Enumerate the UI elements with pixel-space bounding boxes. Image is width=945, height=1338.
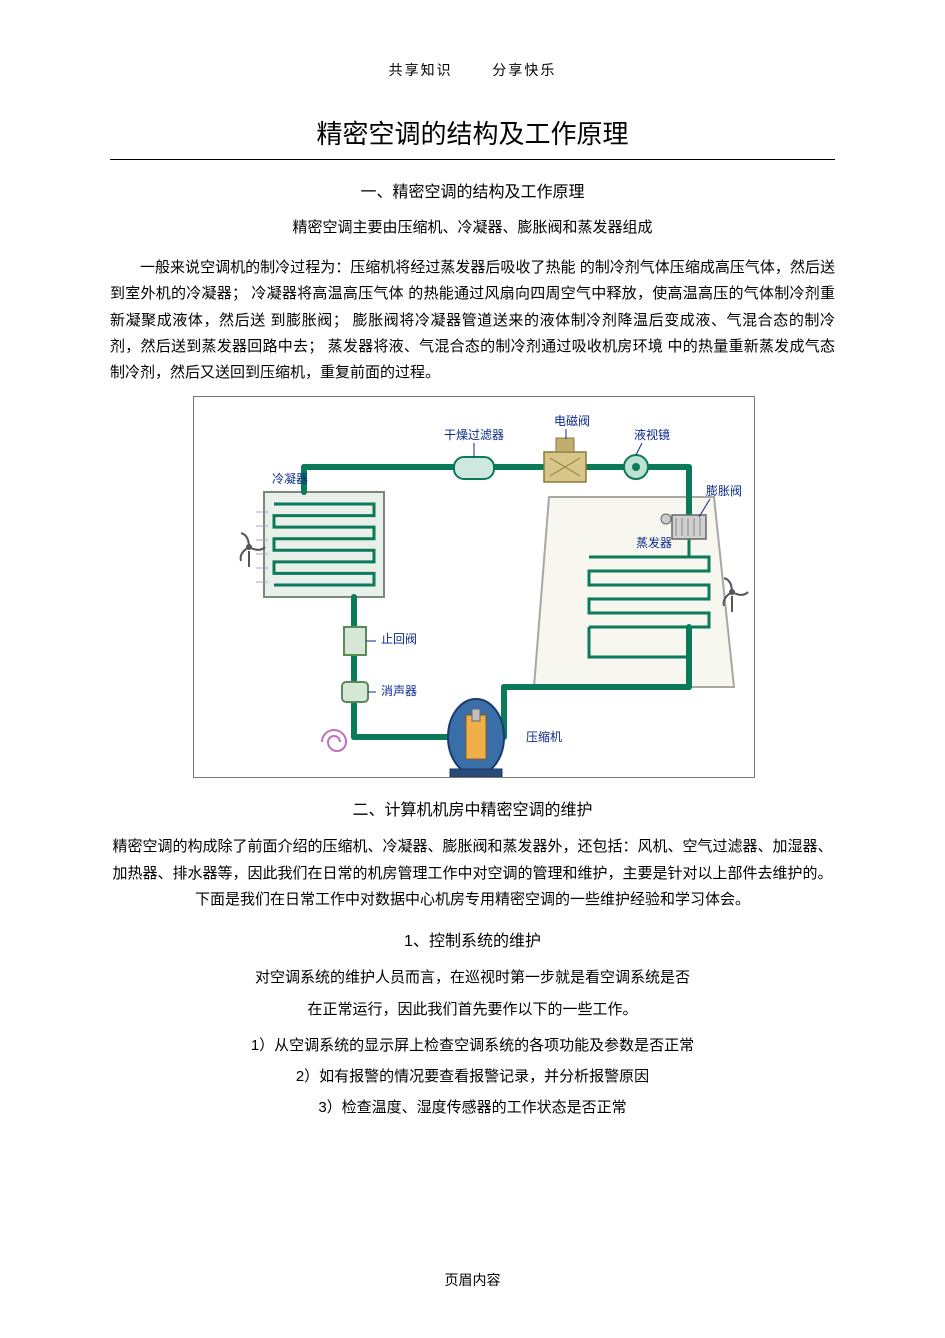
compressor <box>448 699 504 777</box>
section2-sub-heading: 1、控制系统的维护 <box>110 927 835 951</box>
swirl-icon <box>322 730 346 751</box>
maintenance-item-2: 2）如有报警的情况要查看报警记录，并分析报警原因 <box>110 1065 835 1086</box>
page-header: 共享知识 分享快乐 <box>110 60 835 80</box>
svg-text:干燥过滤器: 干燥过滤器 <box>443 428 503 442</box>
page: 共享知识 分享快乐 精密空调的结构及工作原理 一、精密空调的结构及工作原理 精密… <box>0 0 945 1338</box>
evaporator-fan-icon <box>723 578 747 612</box>
refrigeration-diagram: 干燥过滤器 电磁阀液视镜膨胀阀蒸发器 冷凝器止回阀消声器压缩机 <box>193 396 753 778</box>
svg-text:止回阀: 止回阀 <box>380 632 416 646</box>
condenser-box <box>264 492 384 597</box>
svg-text:电磁阀: 电磁阀 <box>553 413 589 428</box>
condenser-fan-icon <box>240 533 264 567</box>
filter-dryer <box>454 457 494 479</box>
section2-sub-intro-2: 在正常运行，因此我们首先要作以下的一些工作。 <box>110 997 835 1023</box>
section2-intro: 精密空调的构成除了前面介绍的压缩机、冷凝器、膨胀阀和蒸发器外，还包括：风机、空气… <box>110 834 835 913</box>
svg-text:液视镜: 液视镜 <box>633 427 669 442</box>
svg-text:消声器: 消声器 <box>380 684 416 698</box>
svg-text:冷凝器: 冷凝器 <box>271 471 307 486</box>
muffler <box>342 682 368 702</box>
title-rule <box>110 159 835 160</box>
section1-sub: 精密空调主要由压缩机、冷凝器、膨胀阀和蒸发器组成 <box>110 216 835 237</box>
diagram-svg: 干燥过滤器 电磁阀液视镜膨胀阀蒸发器 冷凝器止回阀消声器压缩机 <box>193 396 755 778</box>
header-right: 分享快乐 <box>492 62 556 78</box>
check-valve <box>344 627 366 655</box>
page-title: 精密空调的结构及工作原理 <box>110 114 835 151</box>
page-footer: 页眉内容 <box>0 1270 945 1290</box>
svg-text:膨胀阀: 膨胀阀 <box>705 484 741 498</box>
solenoid-valve <box>544 438 586 482</box>
header-left: 共享知识 <box>389 62 453 78</box>
section1-paragraph: 一般来说空调机的制冷过程为：压缩机将经过蒸发器后吸收了热能 的制冷剂气体压缩成高… <box>110 255 835 386</box>
maintenance-item-1: 1）从空调系统的显示屏上检查空调系统的各项功能及参数是否正常 <box>110 1034 835 1055</box>
section2-heading: 二、计算机机房中精密空调的维护 <box>110 796 835 820</box>
section2-sub-intro-1: 对空调系统的维护人员而言，在巡视时第一步就是看空调系统是否 <box>110 965 835 991</box>
svg-text:压缩机: 压缩机 <box>525 729 561 744</box>
section1-heading: 一、精密空调的结构及工作原理 <box>110 178 835 202</box>
maintenance-item-3: 3）检查温度、湿度传感器的工作状态是否正常 <box>110 1096 835 1117</box>
svg-text:蒸发器: 蒸发器 <box>635 535 671 550</box>
